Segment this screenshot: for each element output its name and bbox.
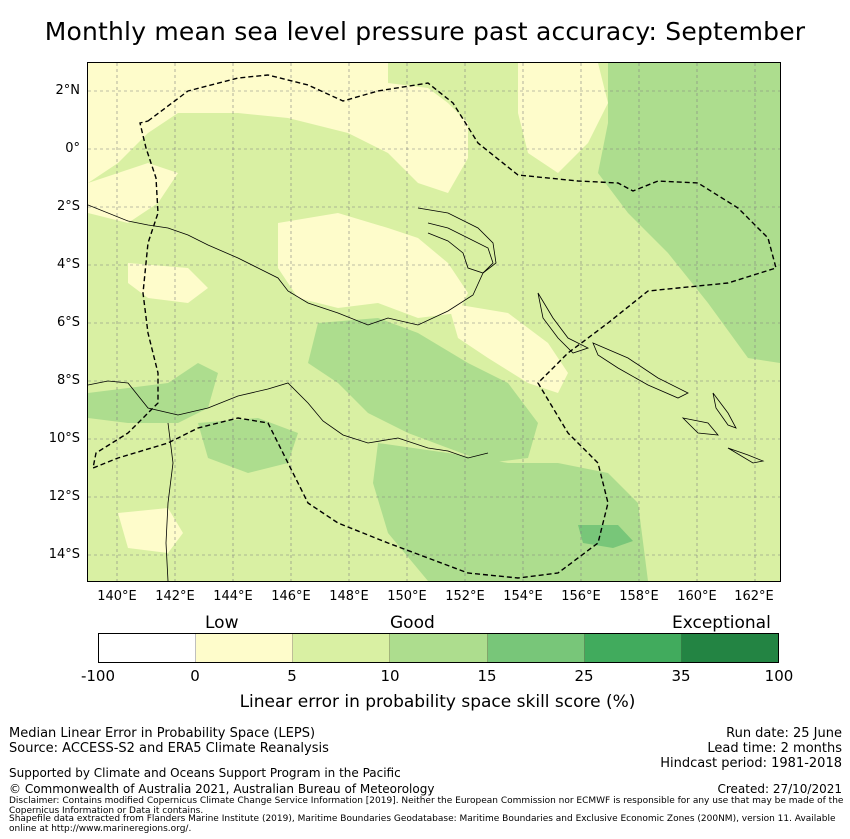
footer-copyright: © Commonwealth of Australia 2021, Austra… bbox=[9, 782, 435, 796]
footer-disclaimer: Disclaimer: Contains modified Copernicus… bbox=[9, 796, 844, 816]
field-good-central bbox=[308, 318, 538, 463]
lon-label-152E: 152°E bbox=[445, 589, 485, 604]
colorbar-tick: -100 bbox=[80, 667, 116, 685]
coast-new-guinea-south bbox=[88, 380, 489, 459]
lon-label-144E: 144°E bbox=[213, 589, 253, 604]
coast-new-guinea-north bbox=[88, 204, 494, 326]
lon-label-154E: 154°E bbox=[503, 589, 543, 604]
eez-boundary bbox=[92, 74, 777, 579]
colorbar-tick: 100 bbox=[764, 667, 794, 685]
lat-label-10S: 10°S bbox=[48, 431, 80, 446]
footer-run-date: Run date: 25 June bbox=[726, 726, 842, 741]
lon-label-150E: 150°E bbox=[387, 589, 427, 604]
lon-label-146E: 146°E bbox=[271, 589, 311, 604]
field-low-northcentral bbox=[518, 63, 608, 173]
lon-label-140E: 140°E bbox=[97, 589, 137, 604]
skill-score-map bbox=[87, 62, 781, 582]
coast-guadalcanal bbox=[681, 417, 719, 436]
field-good-southeast bbox=[373, 443, 648, 581]
coast-new-ireland bbox=[537, 292, 590, 354]
lat-label-6S: 6°S bbox=[56, 315, 80, 330]
map-gridlines bbox=[88, 63, 780, 581]
footer-support: Supported by Climate and Oceans Support … bbox=[9, 766, 401, 780]
lat-label-4S: 4°S bbox=[56, 257, 80, 272]
colorbar-tick: 35 bbox=[671, 667, 691, 685]
lon-label-148E: 148°E bbox=[329, 589, 369, 604]
lat-label-14S: 14°S bbox=[48, 547, 80, 562]
colorbar-tick: 10 bbox=[380, 667, 400, 685]
colorbar-tick: 25 bbox=[574, 667, 594, 685]
field-good-northeast bbox=[598, 63, 780, 363]
footer-source: Source: ACCESS-S2 and ERA5 Climate Reana… bbox=[9, 741, 329, 756]
legend-category-low: Low bbox=[205, 613, 239, 633]
coast-bougainville bbox=[727, 447, 765, 464]
lat-label-2S: 2°S bbox=[56, 199, 80, 214]
colorbar-segment bbox=[584, 634, 682, 662]
lat-label-8S: 8°S bbox=[56, 373, 80, 388]
colorbar-tick: 15 bbox=[477, 667, 497, 685]
coast-solomons bbox=[592, 342, 689, 399]
lon-label-156E: 156°E bbox=[561, 589, 601, 604]
footer-hindcast: Hindcast period: 1981-2018 bbox=[660, 756, 842, 771]
lon-label-142E: 142°E bbox=[155, 589, 195, 604]
field-low-west bbox=[128, 263, 208, 303]
lat-label-12S: 12°S bbox=[48, 489, 80, 504]
legend-category-exceptional: Exceptional bbox=[672, 613, 771, 633]
colorbar bbox=[98, 633, 779, 663]
footer-created: Created: 27/10/2021 bbox=[717, 782, 842, 796]
colorbar-segment bbox=[681, 634, 778, 662]
lat-label-2N: 2°N bbox=[55, 83, 81, 98]
coast-cape-york bbox=[165, 422, 174, 581]
colorbar-segment bbox=[99, 634, 197, 662]
colorbar-segment bbox=[196, 634, 294, 662]
footer-method: Median Linear Error in Probability Space… bbox=[9, 726, 316, 741]
field-better-patch bbox=[578, 525, 633, 548]
colorbar-tick: 0 bbox=[190, 667, 200, 685]
map-title: Monthly mean sea level pressure past acc… bbox=[44, 17, 806, 46]
coast-new-britain bbox=[417, 207, 497, 274]
colorbar-segment bbox=[293, 634, 391, 662]
colorbar-title: Linear error in probability space skill … bbox=[239, 692, 636, 712]
coastlines bbox=[88, 204, 765, 581]
lon-label-158E: 158°E bbox=[619, 589, 659, 604]
lon-label-162E: 162°E bbox=[734, 589, 774, 604]
lon-label-160E: 160°E bbox=[677, 589, 717, 604]
colorbar-segment bbox=[390, 634, 488, 662]
field-low-southwest bbox=[118, 508, 183, 553]
field-good-west bbox=[88, 363, 218, 423]
footer-lead-time: Lead time: 2 months bbox=[707, 741, 842, 756]
lat-label-0: 0° bbox=[65, 141, 80, 156]
field-low-east-strip bbox=[448, 303, 568, 393]
colorbar-tick: 5 bbox=[287, 667, 297, 685]
legend-category-good: Good bbox=[390, 613, 435, 633]
colorbar-segment bbox=[487, 634, 585, 662]
map-canvas bbox=[88, 63, 780, 581]
coast-malaita bbox=[712, 392, 737, 429]
field-low-center bbox=[278, 213, 468, 318]
footer-shapefile: Shapefile data extracted from Flanders M… bbox=[9, 814, 836, 834]
